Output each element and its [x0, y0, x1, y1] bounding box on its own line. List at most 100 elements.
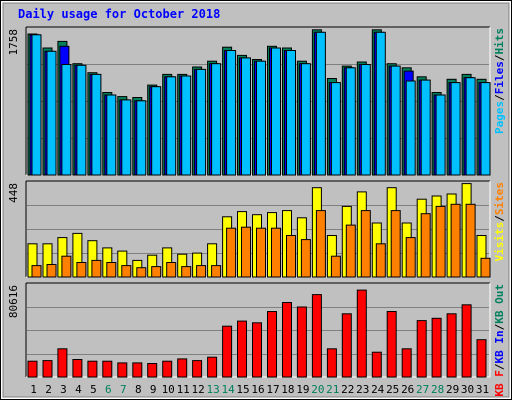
bar-hits-pages-day-24 [375, 31, 386, 176]
bar-hits-pages-day-23 [360, 64, 371, 176]
bar-kbytes-kb-f-day-20 [311, 294, 322, 378]
x-tick-label-day-30: 30 [461, 383, 474, 396]
bar-hits-pages-day-10 [166, 76, 177, 176]
panel-kbytes-max-label: 80616 [7, 285, 20, 318]
x-tick-label-day-4: 4 [75, 383, 82, 396]
bar-hits-pages-day-7 [121, 99, 132, 176]
bar-kbytes-kb-f-day-9 [147, 363, 158, 378]
x-tick-label-day-2: 2 [45, 383, 52, 396]
bar-hits-pages-day-30 [465, 77, 476, 176]
bar-hits-pages-day-27 [420, 79, 431, 176]
bar-kbytes-kb-f-day-2 [42, 360, 53, 378]
bar-kbytes-kb-f-day-15 [237, 320, 247, 378]
bar-visits-sites-day-22 [345, 224, 356, 278]
bar-visits-sites-day-2 [46, 264, 57, 278]
x-tick-label-day-8: 8 [135, 383, 142, 396]
x-tick-label-day-23: 23 [356, 383, 369, 396]
bar-kbytes-kb-f-day-24 [371, 351, 382, 378]
bar-kbytes-kb-f-day-21 [326, 348, 337, 378]
bar-visits-sites-day-9 [151, 266, 162, 278]
bar-visits-sites-day-3 [61, 255, 72, 278]
bar-hits-pages-day-19 [300, 63, 311, 176]
legend-separator: / [493, 323, 506, 330]
x-axis: 1 2 3 4 5 6 7 8 9 10 11 12 13 14 15 16 17 18 19 20 21 22 23 24 2… [30, 383, 489, 396]
legend-entry-kb-out: KB Out [493, 284, 506, 324]
bar-visits-sites-day-11 [181, 266, 192, 278]
bar-kbytes-kb-f-day-23 [356, 289, 367, 378]
bar-visits-sites-day-8 [136, 267, 147, 278]
x-tick-label-day-14: 14 [221, 383, 235, 396]
panel-visits-legend: Visits/Sites [493, 182, 506, 262]
x-tick-label-day-12: 12 [191, 383, 204, 396]
bar-hits-pages-day-4 [76, 64, 87, 176]
bar-visits-sites-day-27 [420, 213, 431, 278]
bar-hits-pages-day-14 [226, 50, 237, 176]
legend-entry-kb-in: KB In [493, 330, 506, 363]
legend-entry-hits: Hits [493, 28, 506, 55]
panel-kbytes-legend: KB F/KB In/KB Out [493, 284, 506, 397]
bar-kbytes-kb-f-day-5 [87, 360, 98, 378]
bar-visits-sites-day-29 [450, 203, 461, 278]
panel-hits: 1758 Pages/Files/Hits [7, 26, 506, 176]
bar-visits-sites-day-26 [405, 237, 416, 278]
bar-hits-pages-day-13 [211, 63, 222, 176]
x-tick-label-day-15: 15 [236, 383, 249, 396]
bar-visits-sites-day-30 [465, 203, 476, 278]
bar-visits-sites-day-18 [286, 235, 296, 278]
bar-hits-pages-day-18 [286, 50, 296, 176]
legend-separator: / [493, 363, 506, 370]
bar-visits-sites-day-31 [480, 257, 491, 278]
bar-kbytes-kb-f-day-17 [267, 311, 277, 378]
bar-hits-pages-day-11 [181, 75, 192, 176]
bar-kbytes-kb-f-day-4 [72, 359, 83, 378]
x-tick-label-day-6: 6 [105, 383, 112, 396]
bar-hits-pages-day-5 [91, 73, 102, 176]
x-tick-label-day-3: 3 [60, 383, 67, 396]
bar-hits-pages-day-8 [136, 100, 147, 176]
bar-kbytes-kb-f-day-31 [476, 339, 487, 378]
x-tick-label-day-16: 16 [251, 383, 264, 396]
bar-kbytes-kb-f-day-12 [192, 360, 203, 378]
bar-hits-pages-day-16 [256, 60, 266, 176]
x-tick-label-day-18: 18 [281, 383, 294, 396]
legend-separator: / [493, 215, 506, 222]
bar-hits-pages-day-1 [31, 34, 42, 176]
bar-hits-pages-day-2 [46, 50, 57, 176]
bar-kbytes-kb-f-day-22 [341, 313, 352, 378]
x-tick-label-day-24: 24 [371, 383, 385, 396]
bar-hits-pages-day-22 [345, 67, 356, 176]
bar-kbytes-kb-f-day-30 [461, 304, 472, 378]
bar-kbytes-kb-f-day-16 [252, 322, 262, 378]
bar-hits-pages-day-29 [450, 82, 461, 176]
x-tick-label-day-7: 7 [120, 383, 127, 396]
legend-separator: / [493, 54, 506, 61]
x-tick-label-day-11: 11 [177, 383, 190, 396]
panel-kbytes-legend-text: KB F/KB In/KB Out [493, 284, 506, 397]
legend-entry-kb-f: KB F [493, 370, 506, 397]
bar-visits-sites-day-1 [31, 265, 42, 278]
panel-visits: 448 Visits/Sites [7, 180, 506, 278]
panel-hits-legend-text: Pages/Files/Hits [493, 28, 506, 134]
series-pages [31, 31, 491, 176]
series-kb-f [27, 289, 487, 378]
bar-visits-sites-day-14 [226, 227, 237, 278]
legend-entry-sites: Sites [493, 182, 506, 215]
panel-hits-max-label: 1758 [7, 29, 20, 56]
x-tick-label-day-19: 19 [296, 383, 309, 396]
bar-visits-sites-day-28 [435, 205, 446, 278]
panel-hits-legend: Pages/Files/Hits [493, 28, 506, 134]
bar-visits-sites-day-10 [166, 262, 177, 278]
x-tick-label-day-9: 9 [150, 383, 157, 396]
bar-hits-pages-day-25 [390, 65, 401, 176]
bar-visits-sites-day-12 [196, 265, 207, 278]
bar-kbytes-kb-f-day-26 [401, 348, 412, 378]
bar-hits-pages-day-6 [106, 94, 117, 176]
bar-kbytes-kb-f-day-29 [446, 313, 457, 378]
bar-visits-sites-day-17 [271, 227, 281, 278]
bar-kbytes-kb-f-day-6 [102, 360, 113, 378]
bar-visits-sites-day-7 [121, 265, 132, 278]
